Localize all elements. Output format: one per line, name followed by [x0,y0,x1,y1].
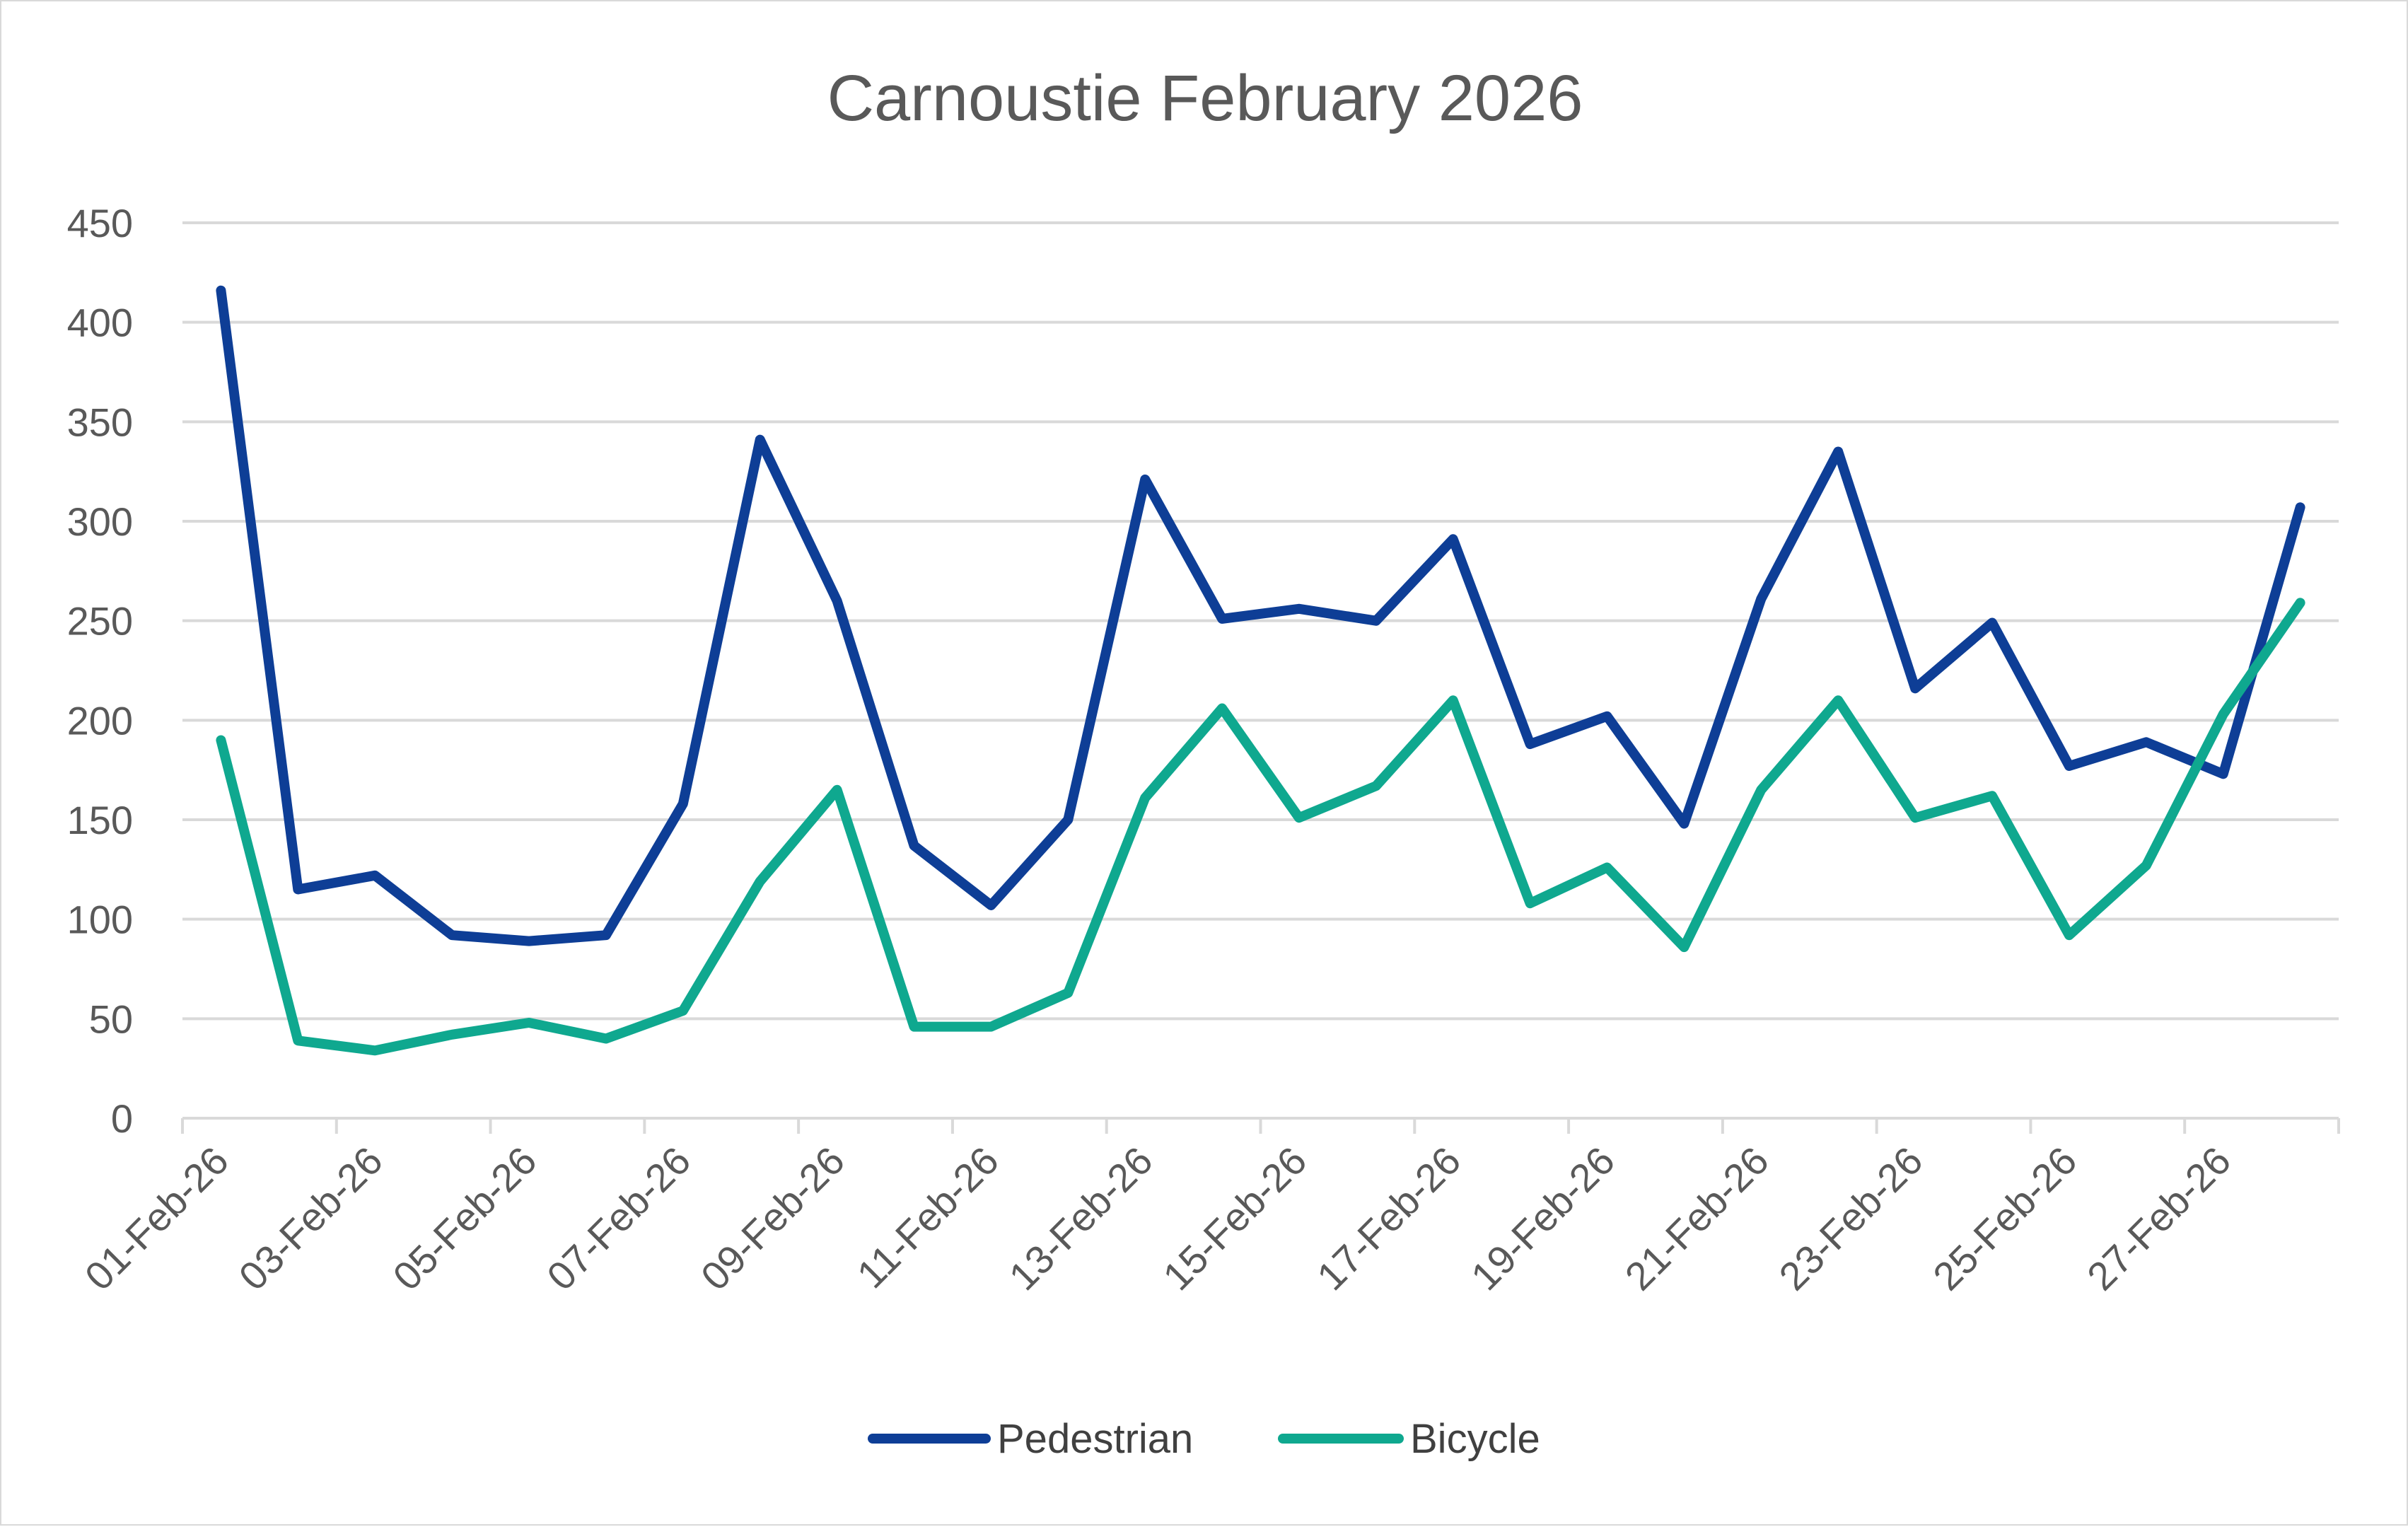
x-tick-label: 19-Feb-26 [1462,1138,1623,1299]
y-tick-label: 400 [67,301,133,345]
x-tick-label: 05-Feb-26 [384,1138,545,1299]
x-axis-ticks: 01-Feb-2603-Feb-2605-Feb-2607-Feb-2609-F… [76,1138,2239,1299]
y-tick-label: 300 [67,499,133,544]
x-tick-label: 13-Feb-26 [1000,1138,1161,1299]
series-line-bicycle [216,598,2305,1056]
x-tick-label: 07-Feb-26 [538,1138,699,1299]
x-tick-label: 17-Feb-26 [1308,1138,1469,1299]
y-tick-label: 450 [67,201,133,245]
y-tick-label: 50 [89,997,133,1041]
x-tick-label: 27-Feb-26 [2078,1138,2239,1299]
legend-label-pedestrian: Pedestrian [997,1416,1193,1462]
y-tick-label: 0 [111,1096,133,1141]
y-tick-label: 100 [67,898,133,942]
gridlines [182,221,2339,1021]
x-axis [181,1117,2340,1134]
y-tick-label: 350 [67,400,133,444]
series-line-pedestrian [216,285,2305,946]
x-tick-label: 09-Feb-26 [692,1138,853,1299]
y-axis-ticks: 0 50 100 150 200 250 300 350 400 450 [67,201,133,1141]
y-tick-label: 150 [67,798,133,842]
y-tick-label: 250 [67,599,133,644]
x-tick-label: 21-Feb-26 [1617,1138,1777,1299]
legend-label-bicycle: Bicycle [1410,1416,1540,1462]
legend: Pedestrian Bicycle [868,1416,1540,1462]
x-tick-label: 03-Feb-26 [230,1138,390,1299]
x-tick-label: 25-Feb-26 [1924,1138,2085,1299]
x-tick-label: 15-Feb-26 [1154,1138,1315,1299]
chart-title: Carnoustie February 2026 [827,62,1583,134]
x-tick-label: 11-Feb-26 [849,1138,1007,1296]
series-lines [216,285,2305,1056]
x-tick-label: 01-Feb-26 [76,1138,237,1299]
x-tick-label: 23-Feb-26 [1770,1138,1931,1299]
y-tick-label: 200 [67,698,133,743]
